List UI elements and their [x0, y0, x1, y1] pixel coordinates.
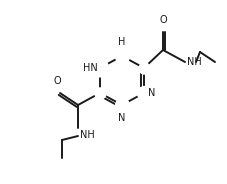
Text: H: H: [118, 37, 125, 47]
Text: O: O: [53, 76, 61, 86]
Text: NH: NH: [186, 57, 201, 67]
Text: N: N: [147, 88, 155, 98]
Text: NH: NH: [80, 130, 94, 140]
Text: O: O: [158, 15, 166, 25]
Text: HN: HN: [83, 63, 98, 73]
Text: N: N: [118, 113, 125, 123]
